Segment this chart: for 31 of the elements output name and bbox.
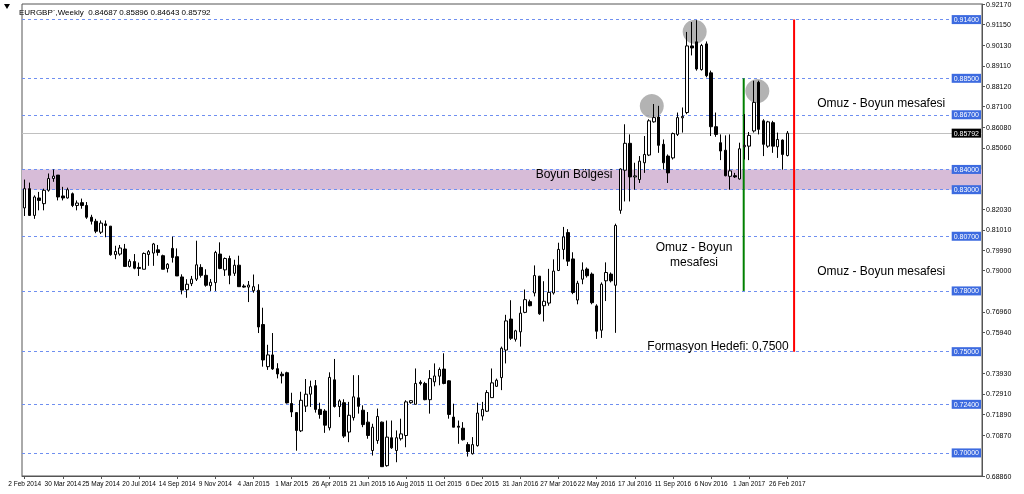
candlestick [700,43,703,72]
chart-title: EURGBP`,Weekly 0.84687 0.85896 0.84643 0.85792 [19,7,212,17]
candlestick [781,138,784,171]
candlestick [681,106,684,134]
candlestick [23,179,26,217]
candlestick [466,441,470,458]
annotation: Omuz - Boyun mesafesi [817,263,946,278]
annotation: Boyun Bölgesi [535,166,613,181]
candlestick [333,358,336,409]
candlestick [600,281,603,339]
candlestick [752,80,756,134]
candlestick [109,225,112,257]
candlestick [190,275,193,287]
candlestick [719,133,722,161]
candlestick [161,254,165,270]
candlestick [786,130,789,157]
candlestick [28,182,31,217]
candlestick [461,421,465,442]
candlestick [476,402,479,448]
annotation: Omuz - Boyun mesafesi [817,96,946,111]
annotation: Formasyon Hedefi: 0,7500 [647,339,790,354]
candlestick [595,303,598,340]
candlestick [533,264,536,297]
candlestick [457,420,460,445]
candlestick [357,374,360,415]
candlestick [557,242,560,272]
candlestick [252,274,255,294]
annotation: Omuz - Boyun mesafesi [655,239,733,269]
point [639,94,664,119]
candlestick [519,305,522,348]
candlestick [452,403,455,428]
